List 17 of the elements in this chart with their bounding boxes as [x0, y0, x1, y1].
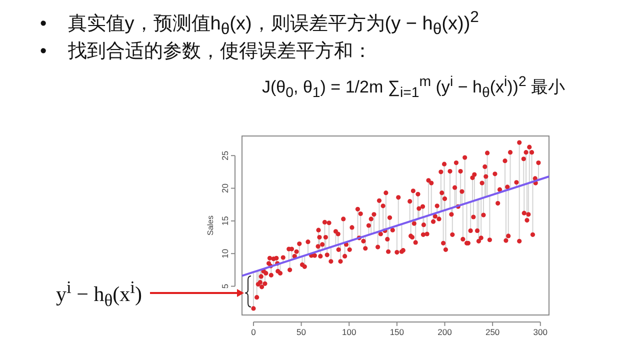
- y-tick-label: 15: [220, 216, 230, 226]
- text: • 真实值y，预测值h$_{θ}$(x)，则误差平方为(y − h$_{θ}$(x))$^{2}$: [40, 9, 479, 40]
- y-tick-label: 5: [220, 284, 230, 289]
- y-tick-label: 10: [220, 248, 230, 258]
- y-axis-title: Sales: [206, 215, 215, 236]
- x-tick-label: 100: [342, 327, 356, 337]
- y-tick-label: 25: [220, 150, 230, 160]
- x-tick-label: 0: [251, 327, 256, 337]
- text: • 找到合适的参数，使得误差平方和：: [40, 40, 372, 64]
- x-tick-label: 300: [533, 327, 548, 337]
- x-tick-label: 150: [390, 327, 404, 337]
- text: y$^{i}$ − h$_{θ}$(x$^{i}$): [56, 277, 142, 312]
- x-tick-label: 50: [296, 327, 306, 337]
- y-tick-label: 20: [220, 183, 230, 193]
- text: J(θ$_{0}$, θ$_{1}$) = 1/2m ∑$_{i=1}$$^{m}$ (y$^{i}$ − h$_{θ}$(x$^{i}$))$^{2}$ 最小: [262, 74, 566, 102]
- x-tick-label: 250: [485, 327, 500, 337]
- x-tick-label: 200: [438, 327, 452, 337]
